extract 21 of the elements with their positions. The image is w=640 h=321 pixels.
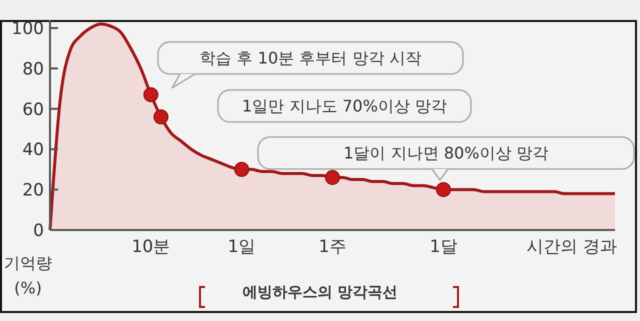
point [436,182,451,198]
y-axis-title: 기억량 (%) [4,254,52,298]
text: 에빙하우스의 망각곡선 [242,283,398,301]
y-tick-label: 60 [22,100,44,120]
x-tick-label: 1일 [228,237,256,257]
x-axis-title: 시간의 경과 [526,237,617,257]
point [153,109,168,124]
point [234,162,250,177]
y-tick-label: 100 [12,19,44,40]
x-tick-label: 1주 [318,237,346,257]
y-tick-label: 80 [22,59,44,80]
annotation: 1달이 지나면 80%이상 망각 [344,144,548,163]
point [143,87,158,102]
annotation: 학습 후 10분 후부터 망각 시작 [200,48,422,68]
annotation: 1일만 지나도 70%이상 망각 [242,96,447,116]
x-tick-label: 1달 [430,237,458,257]
x-tick-label: 10분 [132,237,170,257]
point [325,170,340,185]
y-tick-label: 20 [22,180,44,201]
y-tick-label: 40 [22,140,44,160]
y-tick-label: 0 [33,220,44,241]
